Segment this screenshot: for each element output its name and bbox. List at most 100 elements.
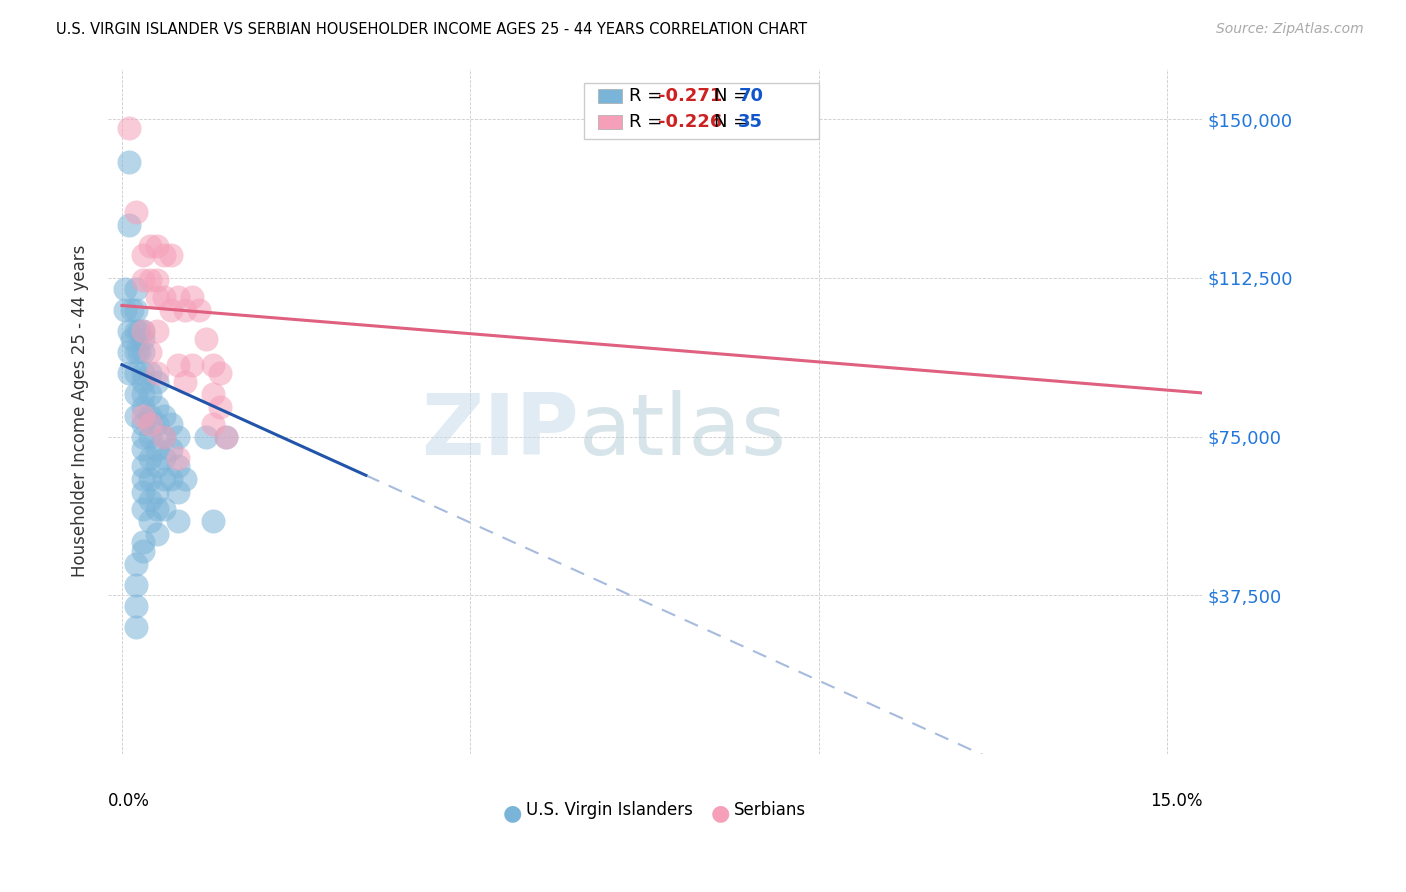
Point bbox=[125, 302, 148, 317]
Point bbox=[132, 544, 155, 558]
Point bbox=[114, 302, 136, 317]
Point bbox=[146, 501, 169, 516]
Point bbox=[132, 366, 155, 380]
Point bbox=[132, 400, 155, 414]
Point bbox=[132, 535, 155, 549]
Y-axis label: Householder Income Ages 25 - 44 years: Householder Income Ages 25 - 44 years bbox=[72, 245, 89, 577]
Point bbox=[180, 358, 202, 372]
Point bbox=[173, 302, 195, 317]
Point bbox=[152, 501, 174, 516]
Text: 70: 70 bbox=[738, 87, 763, 105]
Point bbox=[180, 290, 202, 304]
FancyBboxPatch shape bbox=[583, 83, 820, 139]
Bar bbox=[598, 115, 623, 128]
Point bbox=[132, 273, 155, 287]
Point bbox=[146, 527, 169, 541]
Point bbox=[194, 332, 217, 346]
Point bbox=[201, 514, 224, 528]
Point bbox=[173, 472, 195, 486]
Point bbox=[132, 430, 155, 444]
Text: ZIP: ZIP bbox=[420, 391, 578, 474]
Point bbox=[139, 450, 162, 465]
Point bbox=[139, 345, 162, 359]
Point bbox=[146, 442, 169, 457]
Point bbox=[121, 332, 143, 346]
Point bbox=[118, 154, 141, 169]
Point bbox=[125, 281, 148, 295]
Point bbox=[132, 417, 155, 431]
Point bbox=[132, 324, 155, 338]
Point bbox=[132, 409, 155, 423]
Point bbox=[139, 366, 162, 380]
Point bbox=[152, 430, 174, 444]
Text: U.S. VIRGIN ISLANDER VS SERBIAN HOUSEHOLDER INCOME AGES 25 - 44 YEARS CORRELATIO: U.S. VIRGIN ISLANDER VS SERBIAN HOUSEHOL… bbox=[56, 22, 807, 37]
Text: R =: R = bbox=[628, 113, 668, 131]
Point bbox=[159, 417, 181, 431]
Point bbox=[132, 324, 155, 338]
Point bbox=[139, 430, 162, 444]
Point bbox=[132, 387, 155, 401]
Point bbox=[146, 324, 169, 338]
Point bbox=[152, 248, 174, 262]
Point bbox=[166, 430, 188, 444]
Point bbox=[152, 450, 174, 465]
Point bbox=[166, 290, 188, 304]
Point bbox=[146, 366, 169, 380]
Text: Source: ZipAtlas.com: Source: ZipAtlas.com bbox=[1216, 22, 1364, 37]
Point bbox=[208, 366, 231, 380]
Point bbox=[125, 578, 148, 592]
Point bbox=[121, 302, 143, 317]
Point bbox=[125, 409, 148, 423]
Text: atlas: atlas bbox=[578, 391, 786, 474]
Point bbox=[125, 366, 148, 380]
Point bbox=[125, 345, 148, 359]
Point bbox=[201, 417, 224, 431]
Point bbox=[132, 332, 155, 346]
Point bbox=[128, 324, 150, 338]
Point bbox=[159, 442, 181, 457]
Point bbox=[132, 484, 155, 499]
Point bbox=[132, 345, 155, 359]
Point bbox=[118, 120, 141, 135]
Point bbox=[152, 472, 174, 486]
Text: -0.226: -0.226 bbox=[658, 113, 723, 131]
Point bbox=[146, 239, 169, 253]
Point bbox=[139, 273, 162, 287]
Point bbox=[132, 248, 155, 262]
Point bbox=[152, 409, 174, 423]
Point bbox=[166, 484, 188, 499]
Point bbox=[173, 375, 195, 389]
Point bbox=[146, 290, 169, 304]
Point bbox=[201, 387, 224, 401]
Text: N =: N = bbox=[714, 113, 754, 131]
Point bbox=[118, 324, 141, 338]
Text: 35: 35 bbox=[738, 113, 763, 131]
Point bbox=[166, 358, 188, 372]
Point bbox=[132, 375, 155, 389]
Point bbox=[132, 459, 155, 474]
Point bbox=[146, 375, 169, 389]
Point bbox=[166, 450, 188, 465]
Point bbox=[139, 472, 162, 486]
Text: 15.0%: 15.0% bbox=[1150, 792, 1202, 810]
Point bbox=[125, 324, 148, 338]
Point bbox=[139, 514, 162, 528]
Point bbox=[146, 484, 169, 499]
Point bbox=[194, 430, 217, 444]
Point bbox=[146, 400, 169, 414]
Point bbox=[139, 409, 162, 423]
Text: R =: R = bbox=[628, 87, 668, 105]
Point bbox=[125, 387, 148, 401]
Point bbox=[118, 366, 141, 380]
Point bbox=[139, 417, 162, 431]
Text: ●: ● bbox=[503, 804, 523, 823]
Point bbox=[125, 620, 148, 634]
Point bbox=[152, 290, 174, 304]
Point bbox=[125, 205, 148, 219]
Text: ●: ● bbox=[711, 804, 731, 823]
Text: -0.271: -0.271 bbox=[658, 87, 723, 105]
Point bbox=[125, 557, 148, 571]
Point bbox=[159, 248, 181, 262]
Point bbox=[118, 345, 141, 359]
Point bbox=[215, 430, 238, 444]
